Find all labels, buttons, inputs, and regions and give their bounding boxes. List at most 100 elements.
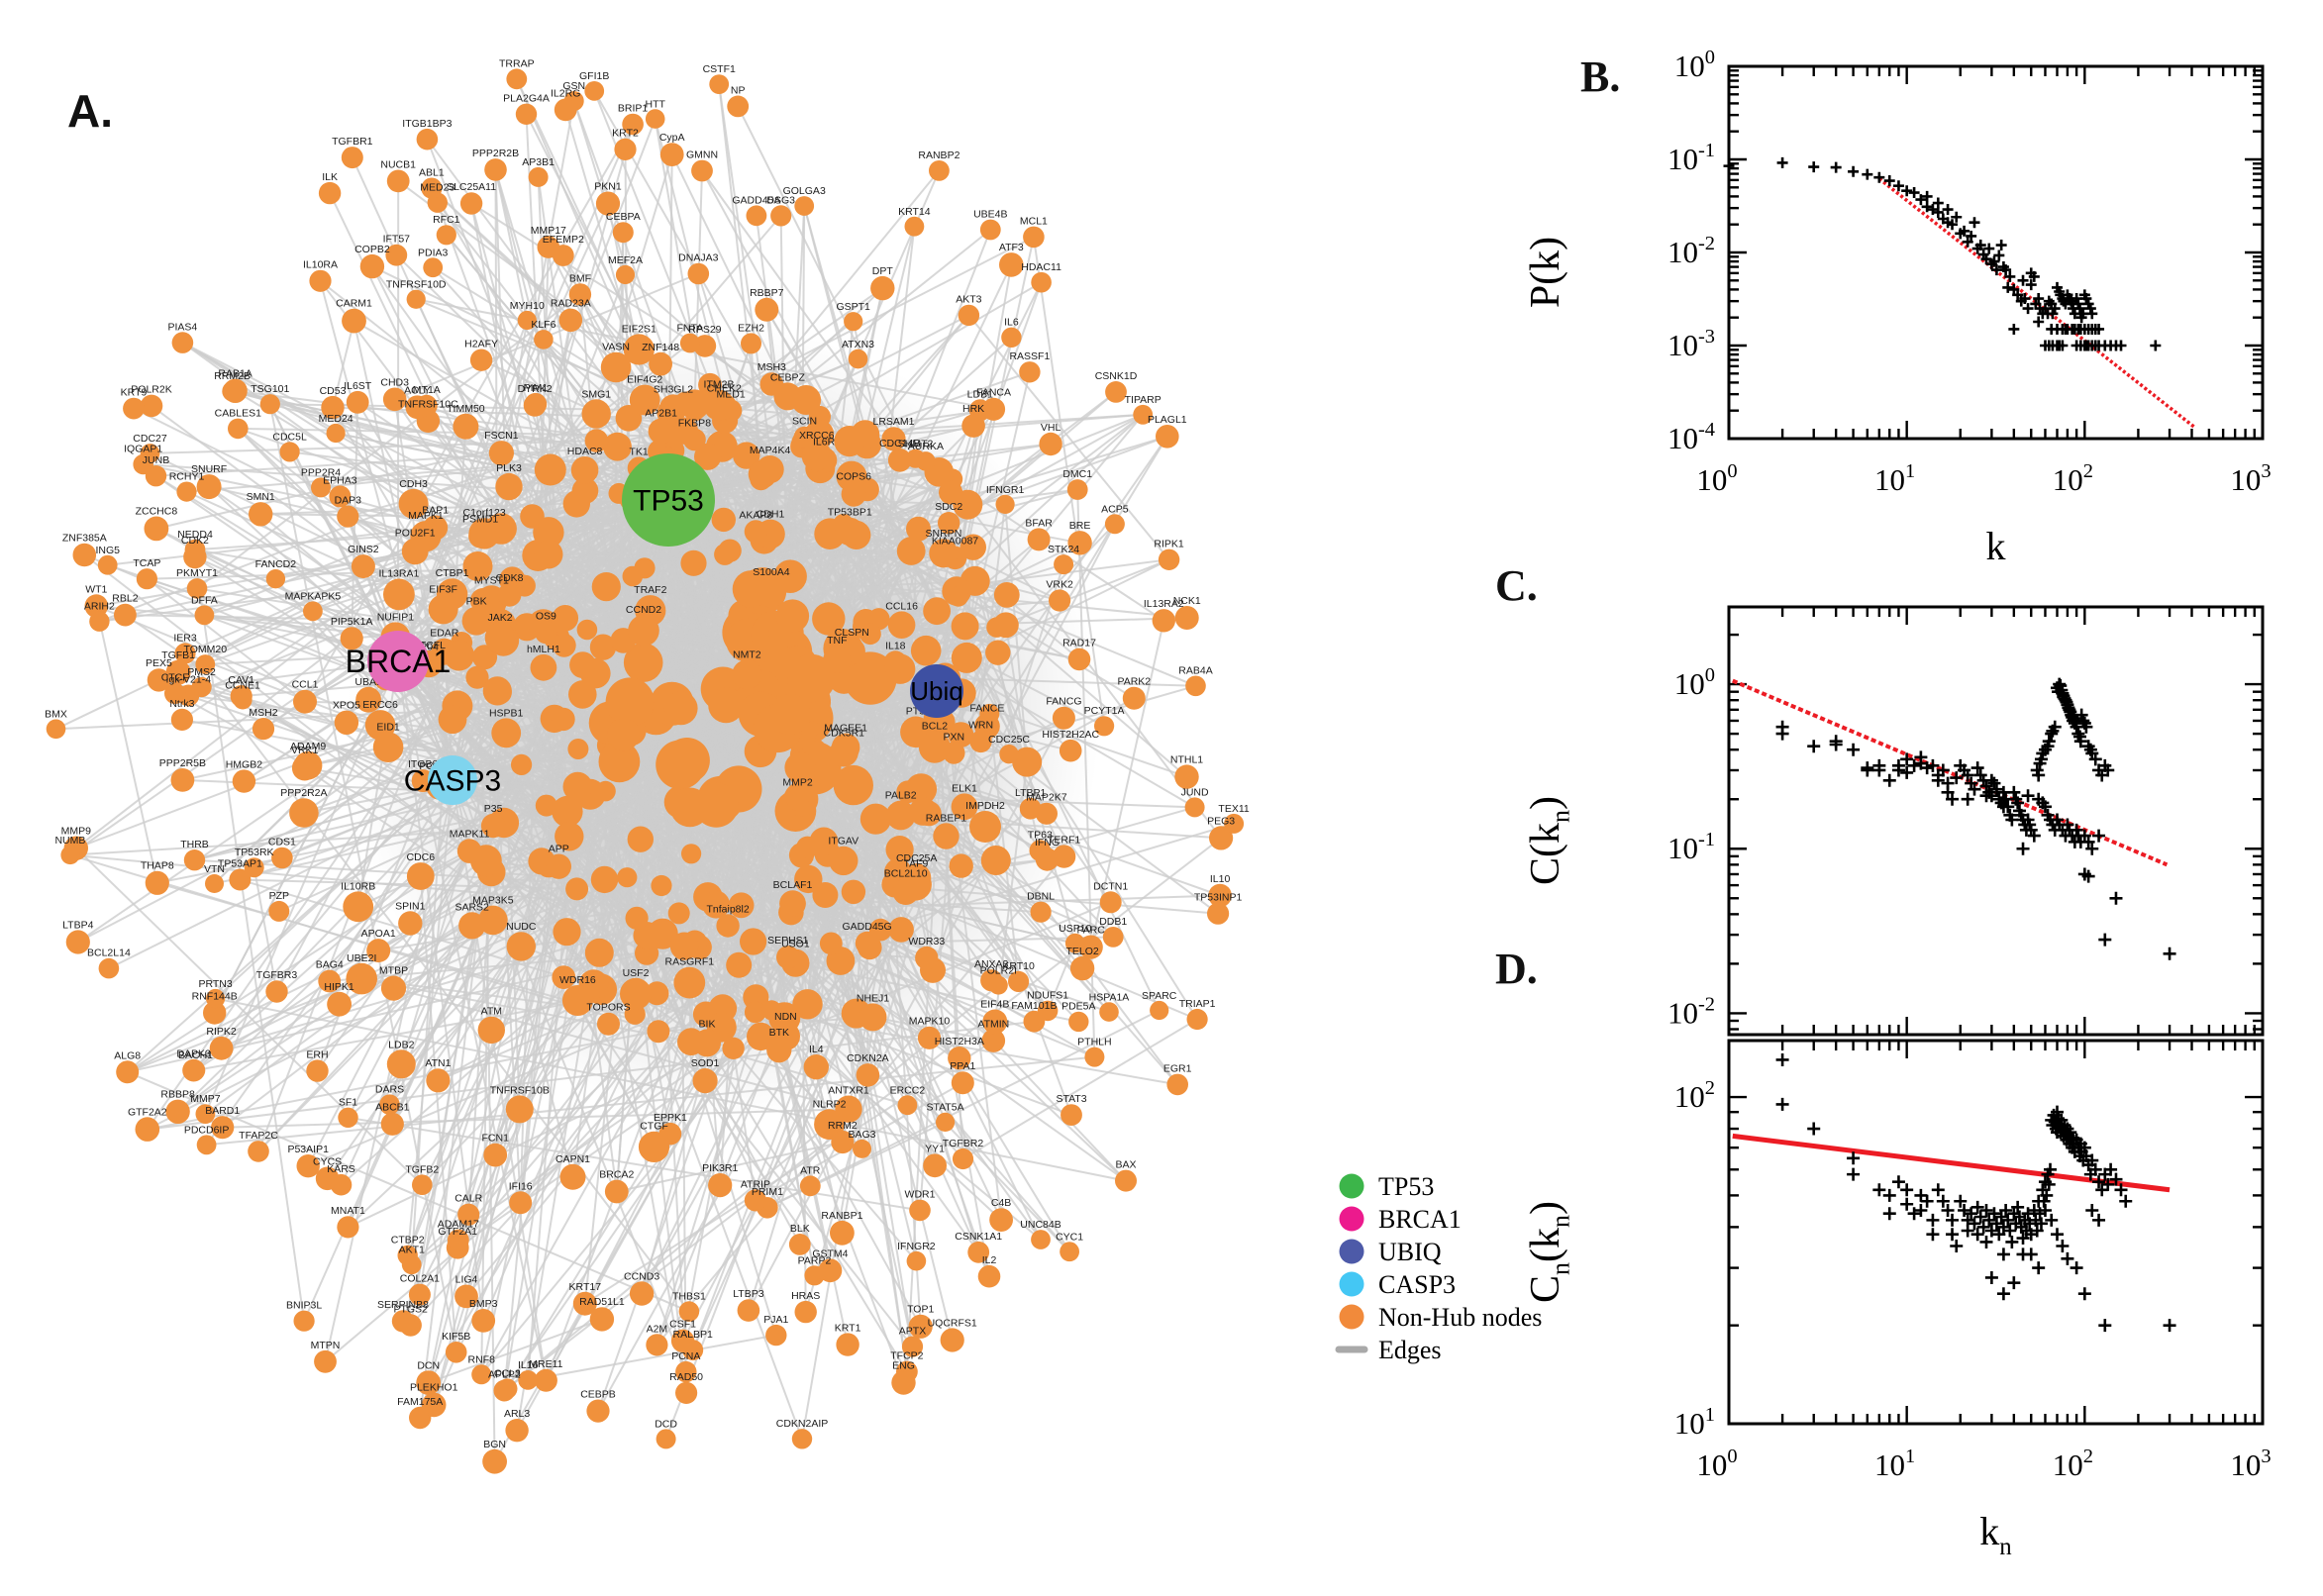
network-node [848,349,868,369]
network-node-unlabeled [993,582,1020,608]
gene-label: TRIAP1 [1179,998,1216,1010]
gene-label: FCN1 [481,1133,509,1145]
network-node [917,1026,942,1049]
network-node [65,930,90,954]
network-node [1067,531,1092,555]
network-node-unlabeled [552,633,576,657]
gene-label: HRK [962,403,984,415]
data-point [2022,303,2034,315]
data-point [2042,1177,2056,1191]
network-node-unlabeled [465,665,489,689]
network-node [184,539,206,560]
gene-label: BAP1 [422,505,449,517]
gene-label: TNFRSF10C [398,399,458,411]
network-node-unlabeled [787,653,836,703]
gene-label: IL6ST [344,380,372,392]
gene-label: RPS29 [688,324,721,336]
data-point [1776,156,1788,168]
network-edge [1047,943,1076,1012]
network-node [561,985,593,1016]
gene-label: THAP8 [141,860,174,872]
network-node [620,977,652,1010]
network-node [385,244,408,266]
network-node [709,74,730,94]
gene-label: PALB2 [885,790,917,802]
gene-label: MED1 [717,389,746,401]
gene-label: IL13RA1 [378,567,419,579]
data-point [1847,1151,1861,1165]
network-node [341,147,363,169]
network-node [165,1099,190,1125]
data-point [1908,187,1920,199]
gene-label: FAM175A [397,1396,443,1408]
gene-label: SMG1 [581,388,611,400]
gene-label: GADD45A [732,194,780,206]
legend-label: Edges [1378,1336,1442,1364]
network-edge [701,169,974,549]
network-node [1049,589,1071,612]
gene-label: TRRAP [499,57,535,69]
network-node-unlabeled [553,918,581,947]
network-node [140,394,163,418]
network-node [114,603,137,627]
network-node-unlabeled [589,634,617,660]
network-node-unlabeled [769,693,811,736]
data-point [1989,782,2003,796]
network-node [252,718,275,741]
network-node [981,397,1006,421]
network-edge [457,1013,636,1242]
gene-label: UNC84B [1020,1219,1060,1231]
network-node [1052,706,1075,730]
network-node [445,1342,467,1363]
gene-label: ALG8 [114,1049,141,1061]
data-point [1848,165,1860,177]
network-edge [639,615,746,841]
network-node [623,334,655,365]
network-node-unlabeled [472,645,498,670]
gene-label: BARD1 [205,1105,240,1117]
gene-label: TP53AP1 [218,858,262,870]
data-point [1847,743,1861,756]
network-node-unlabeled [949,853,973,878]
network-node-unlabeled [909,797,938,826]
data-point [2109,891,2123,905]
gene-label: PPP2R2A [280,787,327,799]
hub-node-brca1 [367,631,429,692]
network-node [646,1334,668,1356]
data-point [2008,323,2020,335]
gene-label: CDK5R1 [824,728,865,740]
network-node [1078,935,1103,959]
network-node [293,689,317,714]
network-edge [397,660,918,1262]
gene-label: AKT1 [399,1244,425,1255]
network-edge [766,1009,1161,1209]
network-node-unlabeled [834,426,865,457]
network-node [383,578,415,611]
network-node [293,1310,315,1332]
gene-label: HIST2H3A [935,1036,984,1047]
network-node [259,394,280,415]
data-point [2081,869,2095,883]
network-edge [642,661,718,806]
gene-label: STK24 [1048,544,1079,555]
network-edge [347,988,602,1229]
network-node [398,911,423,936]
gene-label: DAPK3 [176,1048,211,1060]
gene-label: KRT17 [569,1281,602,1293]
network-node [1115,1169,1137,1192]
network-node [534,1368,557,1392]
data-point [1966,230,1977,242]
gene-label: NDN [774,1011,797,1023]
gene-label: GMNN [686,150,718,161]
network-node [346,390,369,414]
gene-label: BNIP3L [286,1300,322,1312]
network-node [457,1203,480,1226]
network-node [303,601,323,622]
network-node [459,192,483,215]
network-edge [252,867,278,992]
network-node-unlabeled [728,892,755,919]
network-node [271,847,293,869]
charts-panel: 100 101 102 10310010-110-210-310-4kP(k)1001… [1523,47,2272,1560]
network-node [469,349,493,371]
legend-swatch-circle [1339,1271,1364,1297]
